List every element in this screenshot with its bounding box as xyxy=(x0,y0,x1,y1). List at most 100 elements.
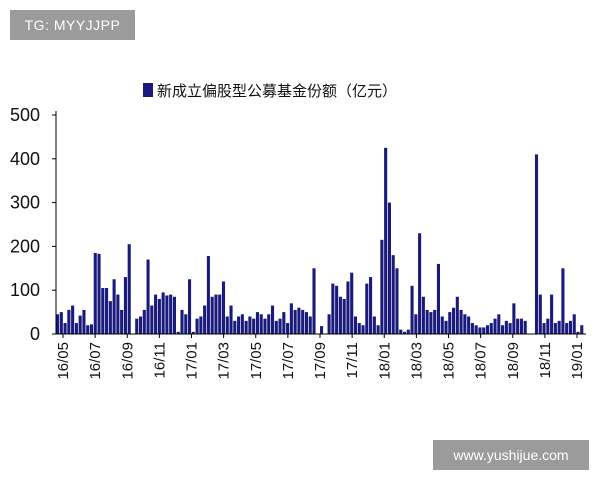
bar xyxy=(270,305,275,334)
bar xyxy=(501,325,505,334)
bar xyxy=(301,309,305,334)
bar xyxy=(195,318,199,334)
bar xyxy=(78,315,82,334)
bar xyxy=(459,309,463,334)
bar xyxy=(154,294,158,334)
bar xyxy=(112,279,116,334)
axes xyxy=(52,111,586,335)
y-tick-label: 200 xyxy=(10,236,40,256)
bar xyxy=(380,239,384,334)
y-tick-label: 400 xyxy=(10,149,40,169)
bar xyxy=(191,331,195,334)
bar xyxy=(561,268,565,334)
bar xyxy=(237,316,241,334)
bar xyxy=(293,309,297,334)
bar xyxy=(418,233,422,334)
x-tick-label: 18/07 xyxy=(473,342,490,380)
bar xyxy=(304,312,308,334)
bar xyxy=(297,307,301,334)
bar xyxy=(327,314,331,334)
bar xyxy=(474,325,478,334)
bar xyxy=(157,298,161,334)
bar xyxy=(184,314,188,334)
bar xyxy=(199,316,203,334)
bar xyxy=(74,323,78,334)
bar xyxy=(206,256,210,334)
bar xyxy=(71,305,75,334)
bar xyxy=(572,314,576,334)
bar xyxy=(108,301,112,334)
bar xyxy=(467,316,471,334)
bar xyxy=(67,309,71,334)
bar xyxy=(568,320,572,334)
bar xyxy=(255,312,259,334)
bar xyxy=(519,318,523,334)
bar xyxy=(482,327,486,334)
chart-legend: 新成立偏股型公募基金份额（亿元） xyxy=(143,82,397,100)
bar xyxy=(116,294,120,334)
bar xyxy=(172,296,176,334)
bar-series xyxy=(56,147,584,334)
y-tick-label: 100 xyxy=(10,280,40,300)
bar xyxy=(542,323,546,334)
bar xyxy=(308,316,312,334)
bar xyxy=(410,285,414,334)
bar xyxy=(425,309,429,334)
bar xyxy=(497,314,501,334)
bar xyxy=(320,326,324,334)
bar xyxy=(546,318,550,334)
x-tick-label: 18/09 xyxy=(505,342,522,380)
bar xyxy=(221,281,226,334)
bar xyxy=(576,331,580,334)
bar xyxy=(240,314,244,334)
bar xyxy=(406,329,410,334)
bar xyxy=(433,309,437,334)
bar xyxy=(452,307,456,334)
bar xyxy=(101,288,105,334)
x-tick-label: 17/01 xyxy=(184,342,201,380)
bar xyxy=(565,323,569,334)
bar xyxy=(259,314,263,334)
bar xyxy=(421,296,425,334)
y-tick-label: 0 xyxy=(30,324,40,344)
watermark-top-left: TG: MYYJJPP xyxy=(10,10,135,40)
bar xyxy=(402,331,407,334)
bar xyxy=(225,316,229,334)
bar xyxy=(263,318,267,334)
bar xyxy=(538,294,542,334)
bar xyxy=(161,292,165,334)
bar xyxy=(350,272,354,334)
bar xyxy=(485,325,490,334)
bar xyxy=(89,324,94,334)
bar xyxy=(534,154,539,334)
bar xyxy=(289,303,293,334)
bar xyxy=(512,303,516,334)
bar xyxy=(218,294,222,334)
bar xyxy=(365,283,369,334)
bar xyxy=(444,320,448,334)
bar xyxy=(56,314,60,334)
y-tick-label: 300 xyxy=(10,193,40,213)
bar xyxy=(489,323,493,334)
bar xyxy=(278,318,282,334)
bar xyxy=(508,323,512,334)
bar xyxy=(176,331,180,334)
bar xyxy=(346,281,350,334)
legend-swatch xyxy=(143,83,153,97)
bar xyxy=(384,147,388,334)
legend-label: 新成立偏股型公募基金份额（亿元） xyxy=(157,82,397,100)
bar xyxy=(478,327,482,334)
bar xyxy=(203,305,207,334)
bar xyxy=(127,244,131,334)
bar xyxy=(282,312,286,334)
y-tick-label: 500 xyxy=(10,105,40,125)
bar xyxy=(414,314,418,334)
bar xyxy=(369,277,373,334)
bar xyxy=(165,295,169,334)
bar xyxy=(470,323,474,334)
bar xyxy=(63,323,67,334)
x-tick-label: 16/09 xyxy=(119,342,136,380)
bar xyxy=(135,318,139,334)
bar xyxy=(440,316,444,334)
